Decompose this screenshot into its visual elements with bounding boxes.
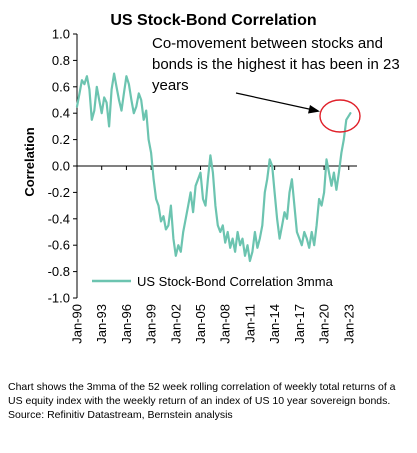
- annotation-text: Co-movement between stocks and bonds is …: [152, 35, 400, 94]
- footer-source: Source: Refinitiv Datastream, Bernstein …: [8, 409, 233, 421]
- y-tick-label: 0.4: [52, 106, 70, 121]
- x-tick-label: Jan-02: [168, 304, 183, 344]
- chart: US Stock-Bond Correlation Correlation 1.…: [22, 12, 400, 344]
- y-tick-label: -0.2: [48, 185, 70, 200]
- chart-plot: Correlation 1.0 0.8 0.6 0.4 0.2 0.0 -0.2 -0.4 -0…: [22, 27, 361, 344]
- series-line: [75, 72, 352, 263]
- y-tick-label: -1.0: [48, 291, 70, 306]
- y-tick-label: 0.8: [52, 53, 70, 68]
- chart-title: US Stock-Bond Correlation: [110, 12, 317, 29]
- x-tick-label: Jan-20: [317, 304, 332, 344]
- series-layer: [75, 72, 352, 263]
- x-tick-label: Jan-11: [242, 304, 257, 343]
- x-tick-label: Jan-96: [119, 304, 134, 344]
- x-tick-label: Jan-99: [144, 304, 159, 344]
- y-tick-label: -0.4: [48, 211, 70, 226]
- highlight-circle: [319, 99, 361, 133]
- x-tick-label: Jan-08: [218, 304, 233, 344]
- legend: US Stock-Bond Correlation 3mma: [92, 274, 334, 289]
- footer-note: Chart shows the 3mma of the 52 week roll…: [8, 381, 396, 407]
- x-tick-label: Jan-14: [267, 304, 282, 344]
- y-axis-label: Correlation: [22, 127, 37, 196]
- annotation-arrow: [235, 92, 319, 112]
- x-tick-label: Jan-90: [70, 304, 85, 344]
- y-tick-label: 0.0: [52, 159, 70, 174]
- y-axis: 1.0 0.8 0.6 0.4 0.2 0.0 -0.2 -0.4 -0.6 -0.8 -1.0: [48, 27, 78, 306]
- x-tick-label: Jan-93: [94, 304, 109, 344]
- y-tick-label: 0.6: [52, 79, 70, 94]
- y-tick-label: 0.2: [52, 132, 70, 147]
- y-tick-label: 1.0: [52, 27, 70, 42]
- legend-label: US Stock-Bond Correlation 3mma: [137, 274, 334, 289]
- x-tick-label: Jan-17: [292, 304, 307, 344]
- annotation-arrowhead: [308, 105, 320, 114]
- x-tick-label: Jan-23: [341, 304, 356, 344]
- footer: Chart shows the 3mma of the 52 week roll…: [8, 380, 413, 422]
- y-tick-label: -0.6: [48, 238, 70, 253]
- x-tick-label: Jan-05: [193, 304, 208, 344]
- y-tick-label: -0.8: [48, 264, 70, 279]
- x-axis: Jan-90 Jan-93 Jan-96 Jan-99 Jan-02 Jan-05 Jan-…: [70, 165, 357, 344]
- annotation-layer: [235, 92, 361, 133]
